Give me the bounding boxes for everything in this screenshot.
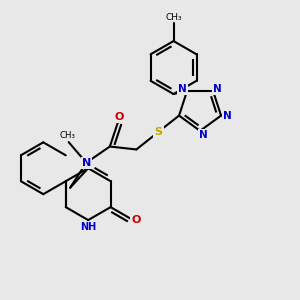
Text: CH₃: CH₃	[165, 13, 182, 22]
Text: S: S	[154, 127, 162, 137]
Text: CH₃: CH₃	[59, 131, 75, 140]
Text: O: O	[114, 112, 123, 122]
Text: N: N	[213, 84, 222, 94]
Text: N: N	[82, 158, 91, 168]
Text: N: N	[223, 111, 232, 121]
Text: NH: NH	[80, 222, 96, 233]
Text: O: O	[131, 214, 140, 225]
Text: N: N	[199, 130, 207, 140]
Text: N: N	[178, 84, 187, 94]
